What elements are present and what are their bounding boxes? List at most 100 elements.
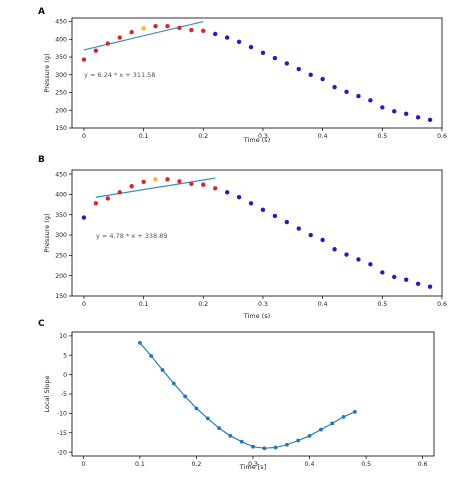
panel-b-y-label: Pressure (g) xyxy=(43,213,51,252)
y-tick-label: -15 xyxy=(57,430,67,437)
data-point xyxy=(368,262,373,267)
panel-a-x-label: Time (s) xyxy=(243,136,270,144)
data-point xyxy=(160,368,165,372)
data-point xyxy=(177,25,182,31)
y-tick-label: 450 xyxy=(55,19,67,26)
data-point xyxy=(332,84,337,90)
x-tick-label: 0.5 xyxy=(361,461,371,468)
x-tick-label: 0.1 xyxy=(135,461,145,468)
x-tick-label: 0.3 xyxy=(248,461,258,468)
data-point xyxy=(380,270,385,275)
data-point xyxy=(272,55,278,61)
panel-b-letter: B xyxy=(38,155,45,165)
panel-b-x-ticks: 0 0.1 0.2 0.3 0.4 0.5 0.6 xyxy=(82,296,447,308)
panel-c-letter: C xyxy=(38,319,45,329)
data-point xyxy=(332,247,337,252)
panel-c-axes-frame xyxy=(71,331,435,457)
panel-c-x-label: Time [s] xyxy=(239,463,266,471)
x-tick-label: 0.6 xyxy=(437,301,447,308)
data-point xyxy=(105,196,111,201)
x-tick-label: 0 xyxy=(82,133,86,140)
y-tick-label: 400 xyxy=(55,36,67,43)
data-point xyxy=(352,409,357,414)
x-tick-label: 0.1 xyxy=(139,133,149,140)
data-point xyxy=(284,219,290,225)
panel-a-y-ticks: 150 200 250 300 350 400 450 xyxy=(55,19,72,132)
y-tick-label: -5 xyxy=(61,391,67,398)
data-point xyxy=(296,438,301,443)
x-tick-label: 0.4 xyxy=(318,301,328,308)
data-point xyxy=(93,48,99,53)
data-point xyxy=(318,427,323,432)
data-point xyxy=(380,105,385,110)
y-tick-label: 200 xyxy=(55,107,67,114)
data-point xyxy=(415,281,421,287)
data-point xyxy=(205,416,210,421)
data-point xyxy=(236,195,242,200)
data-point xyxy=(308,72,313,77)
data-point xyxy=(427,117,433,123)
data-point xyxy=(307,433,312,438)
data-point xyxy=(165,23,170,29)
panel-a-x-ticks: 0 0.1 0.2 0.3 0.4 0.5 0.6 xyxy=(82,128,447,140)
y-tick-label: 250 xyxy=(55,90,67,97)
panel-b-axes-frame xyxy=(71,169,443,297)
y-tick-label: 400 xyxy=(55,192,67,199)
data-point xyxy=(153,177,158,182)
data-point xyxy=(368,98,373,103)
panel-b-y-ticks: 150 200 250 300 350 400 450 xyxy=(55,171,72,300)
data-point xyxy=(117,35,122,40)
data-point xyxy=(330,421,335,426)
y-tick-label: -20 xyxy=(57,449,67,456)
data-point xyxy=(296,226,301,231)
panel-b-x-label: Time (s) xyxy=(243,312,270,320)
data-point xyxy=(217,426,221,430)
data-point xyxy=(201,182,206,187)
x-tick-label: 0.3 xyxy=(258,301,268,308)
data-point xyxy=(320,76,325,82)
panel-c-y-label: Local Slope xyxy=(43,376,51,413)
y-tick-label: 150 xyxy=(55,125,67,132)
data-point xyxy=(285,442,289,447)
x-tick-label: 0 xyxy=(81,461,85,468)
panel-c-series-line xyxy=(139,342,356,449)
data-point xyxy=(403,277,409,282)
panel-b-points xyxy=(81,177,433,289)
data-point xyxy=(284,61,290,66)
data-point xyxy=(248,44,254,50)
x-tick-label: 0.6 xyxy=(437,133,447,140)
panel-c-points xyxy=(137,340,357,451)
panel-c-y-ticks: -20 -15 -10 -5 0 5 10 xyxy=(57,333,72,456)
x-tick-label: 0.4 xyxy=(318,133,328,140)
data-point xyxy=(183,394,188,399)
data-point xyxy=(81,215,87,220)
data-point xyxy=(213,31,218,37)
data-point xyxy=(344,252,349,257)
data-point xyxy=(344,89,349,95)
panel-a-axes-frame xyxy=(71,17,443,129)
data-point xyxy=(224,35,230,40)
data-point xyxy=(272,213,278,219)
data-point xyxy=(149,354,154,358)
y-tick-label: 150 xyxy=(55,293,67,300)
data-point xyxy=(403,111,409,117)
data-point xyxy=(194,406,199,411)
y-tick-label: 10 xyxy=(59,333,67,340)
data-point xyxy=(236,39,242,44)
data-point xyxy=(308,232,313,238)
data-point xyxy=(262,446,267,451)
data-point xyxy=(177,179,182,184)
panel-a-y-label: Pressure (g) xyxy=(43,53,51,92)
y-tick-label: 0 xyxy=(63,372,67,379)
data-point xyxy=(141,179,146,184)
data-point xyxy=(81,57,87,62)
panel-a: A 0 0.1 0.2 0.3 0.4 0.5 0.6 150 200 250 300 350 400… xyxy=(38,7,447,144)
y-tick-label: 200 xyxy=(55,273,67,280)
data-point xyxy=(165,177,170,182)
x-tick-label: 0.2 xyxy=(198,133,208,140)
y-tick-label: 300 xyxy=(55,72,67,79)
data-point xyxy=(105,41,111,46)
x-tick-label: 0.5 xyxy=(377,133,387,140)
panel-a-points xyxy=(81,23,433,123)
